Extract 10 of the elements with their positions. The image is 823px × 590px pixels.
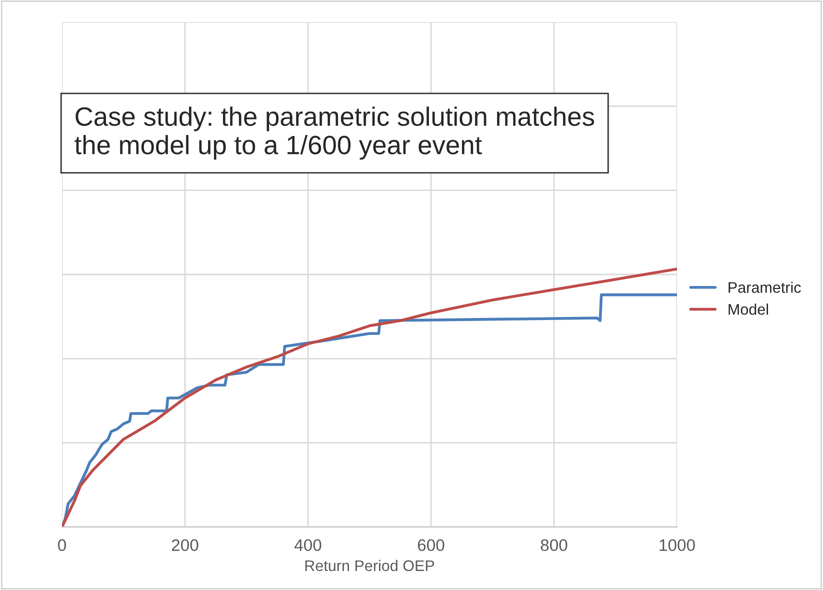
x-tick-label: 600 bbox=[418, 539, 444, 552]
x-tick-label: 200 bbox=[172, 539, 198, 552]
text: Case study: the parametric solution matches the model up to a 1/600 year event bbox=[74, 106, 594, 160]
x-axis-title: Return Period OEP bbox=[305, 560, 434, 572]
x-tick-label: 0 bbox=[58, 539, 66, 552]
legend-label: Model bbox=[728, 304, 768, 315]
x-tick-label: 800 bbox=[540, 539, 568, 552]
x-tick-label: 1000 bbox=[660, 539, 695, 552]
x-tick-label: 400 bbox=[294, 539, 322, 552]
legend-label: Parametric bbox=[728, 282, 801, 293]
